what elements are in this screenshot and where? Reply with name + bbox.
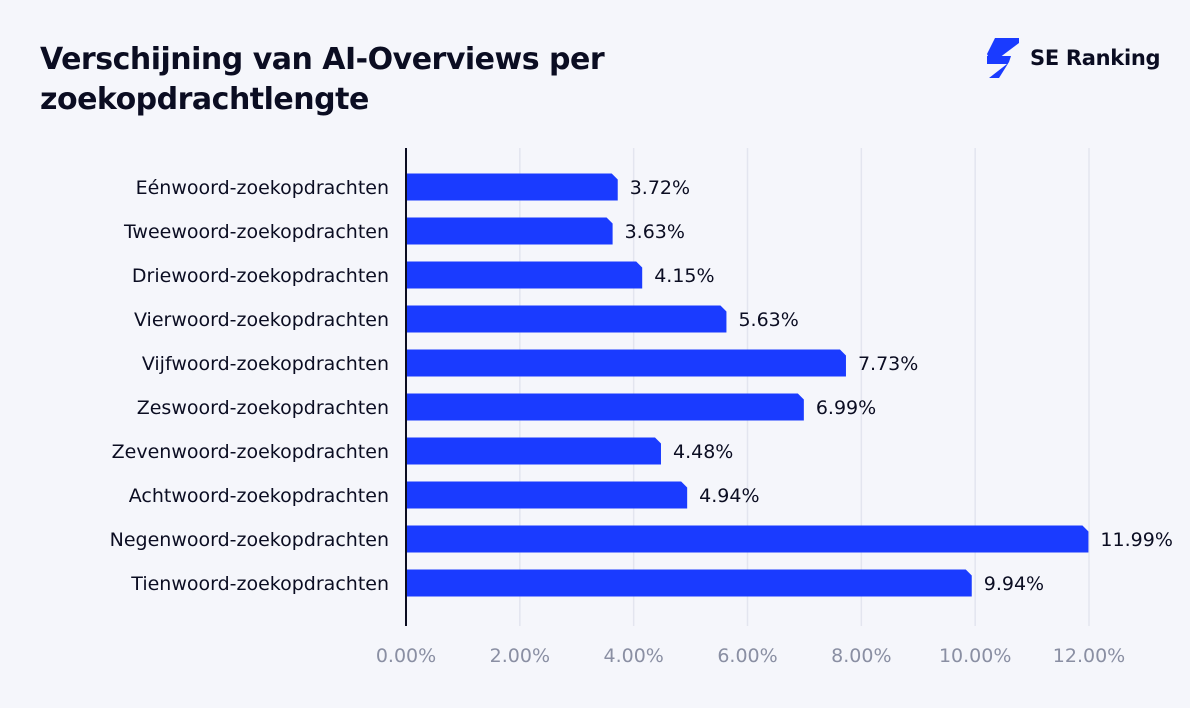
chart-title: Verschijning van AI-Overviews per zoekop… [40, 42, 605, 117]
bar [406, 349, 846, 377]
x-tick-label: 4.00% [603, 645, 663, 667]
value-label: 6.99% [816, 397, 876, 419]
bar [406, 393, 804, 421]
bar [406, 261, 643, 289]
value-label: 4.48% [673, 441, 733, 463]
se-ranking-bolt-icon [987, 38, 1019, 78]
bar [406, 569, 972, 597]
value-label: 3.72% [630, 177, 690, 199]
bar [406, 481, 688, 509]
bar [406, 305, 727, 333]
value-label: 5.63% [738, 309, 798, 331]
category-label: Tienwoord-zoekopdrachten [130, 573, 389, 595]
category-label: Negenwoord-zoekopdrachten [110, 529, 389, 551]
bars [406, 173, 1089, 597]
bar [406, 525, 1089, 553]
value-label: 4.15% [654, 265, 714, 287]
bar [406, 217, 613, 245]
value-label: 7.73% [858, 353, 918, 375]
bar [406, 173, 618, 201]
x-tick-label: 6.00% [717, 645, 777, 667]
x-tick-label: 8.00% [831, 645, 891, 667]
x-tick-label: 12.00% [1053, 645, 1125, 667]
value-label: 4.94% [699, 485, 759, 507]
brand-logo: SE Ranking [985, 38, 1161, 78]
category-label: Eénwoord-zoekopdrachten [136, 177, 389, 199]
category-label: Vijfwoord-zoekopdrachten [142, 353, 389, 375]
category-label: Driewoord-zoekopdrachten [132, 265, 389, 287]
value-label: 3.63% [625, 221, 685, 243]
bar [406, 437, 661, 465]
x-tick-label: 2.00% [490, 645, 550, 667]
category-label: Achtwoord-zoekopdrachten [129, 485, 389, 507]
labels: 0.00% 2.00% 4.00% 6.00% 8.00% 10.00% 12.00% Eén… [110, 177, 1173, 667]
category-label: Zevenwoord-zoekopdrachten [112, 441, 389, 463]
value-label: 9.94% [984, 573, 1044, 595]
category-label: Vierwoord-zoekopdrachten [134, 309, 389, 331]
category-label: Zeswoord-zoekopdrachten [137, 397, 389, 419]
x-tick-label: 0.00% [376, 645, 436, 667]
value-label: 11.99% [1100, 529, 1172, 551]
category-label: Tweewoord-zoekopdrachten [123, 221, 389, 243]
x-tick-label: 10.00% [939, 645, 1011, 667]
brand-name: SE Ranking [1030, 46, 1161, 70]
